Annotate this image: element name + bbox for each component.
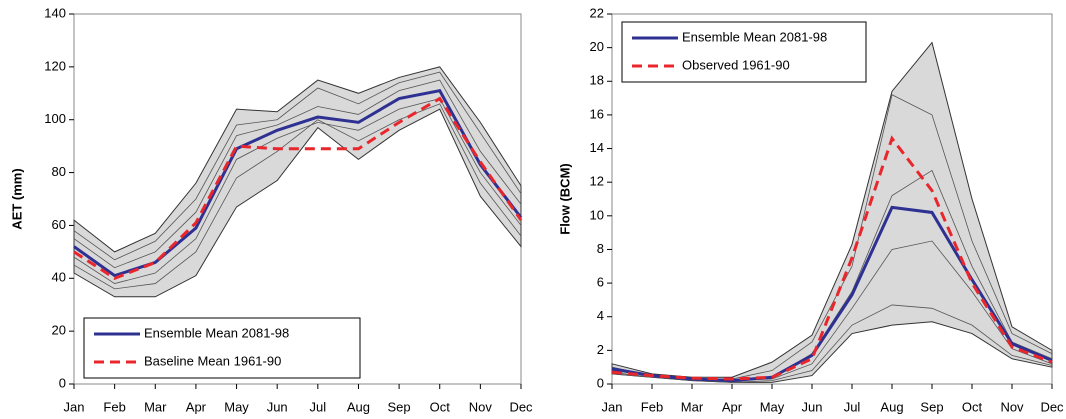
y-tick-label: 16 — [590, 106, 604, 121]
y-tick-label: 120 — [44, 58, 66, 73]
ensemble-member — [73, 103, 522, 290]
x-tick-label: Sep — [920, 399, 943, 414]
x-tick-label: Sep — [388, 399, 411, 414]
y-tick-label: 2 — [597, 342, 604, 357]
plot-frame — [611, 13, 1053, 385]
y-tick-label: 40 — [52, 270, 66, 285]
x-tick-label: Jun — [802, 399, 823, 414]
legend-label: Ensemble Mean 2081-98 — [682, 29, 827, 44]
x-tick-label: Feb — [641, 399, 663, 414]
x-tick-label: Jan — [64, 399, 85, 414]
ensemble-member — [73, 79, 522, 269]
x-tick-label: Aug — [880, 399, 903, 414]
x-tick-label: Jan — [602, 399, 623, 414]
y-tick-label: 22 — [590, 5, 604, 20]
series-line — [73, 96, 523, 280]
x-tick-label: Dec — [1040, 399, 1064, 414]
y-tick-label: 18 — [590, 73, 604, 88]
y-tick-label: 20 — [52, 323, 66, 338]
y-tick-label: 8 — [597, 241, 604, 256]
x-tick-label: Dec — [509, 399, 533, 414]
y-tick-label: 0 — [597, 375, 604, 390]
legend-box — [621, 21, 867, 83]
x-tick-label: Oct — [430, 399, 451, 414]
y-tick-label: 20 — [590, 39, 604, 54]
x-tick-label: Jun — [267, 399, 288, 414]
x-tick-label: Nov — [1000, 399, 1024, 414]
x-tick-label: Apr — [186, 399, 207, 414]
y-tick-label: 6 — [597, 275, 604, 290]
y-tick-label: 12 — [590, 174, 604, 189]
legend-label: Observed 1961-90 — [682, 57, 790, 72]
y-tick-label: 100 — [44, 111, 66, 126]
ensemble-member — [73, 71, 522, 261]
x-tick-label: Aug — [347, 399, 370, 414]
x-tick-label: Apr — [722, 399, 743, 414]
y-tick-label: 0 — [59, 375, 66, 390]
legend-label: Baseline Mean 1961-90 — [144, 353, 281, 368]
y-tick-label: 10 — [590, 207, 604, 222]
ensemble-member — [611, 304, 1053, 383]
x-tick-label: May — [760, 399, 785, 414]
x-tick-label: May — [224, 399, 249, 414]
y-tick-label: 140 — [44, 5, 66, 20]
x-tick-label: Mar — [144, 399, 167, 414]
x-tick-label: Oct — [962, 399, 983, 414]
range-band — [611, 41, 1053, 383]
legend-box — [83, 317, 361, 379]
y-axis-label: AET (mm) — [9, 168, 24, 229]
y-tick-label: 4 — [597, 308, 604, 323]
x-tick-label: Nov — [469, 399, 493, 414]
y-tick-label: 14 — [590, 140, 604, 155]
y-tick-label: 60 — [52, 217, 66, 232]
x-tick-label: Feb — [103, 399, 125, 414]
range-band — [73, 66, 522, 298]
legend-label: Ensemble Mean 2081-98 — [144, 325, 289, 340]
x-tick-label: Mar — [681, 399, 704, 414]
y-tick-label: 80 — [52, 164, 66, 179]
series-line — [611, 135, 1053, 381]
y-axis-label: Flow (BCM) — [557, 163, 572, 234]
x-tick-label: Jul — [310, 399, 327, 414]
x-tick-label: Jul — [844, 399, 861, 414]
